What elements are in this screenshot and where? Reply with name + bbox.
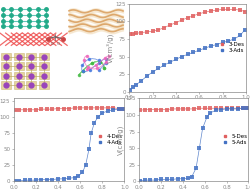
Bar — [14, 62, 24, 70]
Bar — [1, 62, 11, 70]
Bar — [1, 53, 11, 60]
Bar — [26, 81, 36, 89]
Bar — [39, 72, 49, 79]
Y-axis label: V(cm³/g): V(cm³/g) — [106, 33, 114, 63]
Bar — [39, 81, 49, 89]
Bar — [39, 53, 49, 60]
Bar — [39, 62, 49, 70]
Bar — [14, 81, 24, 89]
Bar — [26, 53, 36, 60]
Bar — [14, 53, 24, 60]
Bar — [26, 72, 36, 79]
Legend: 5-Des, 5-Ads: 5-Des, 5-Ads — [218, 134, 246, 145]
X-axis label: P/P₀: P/P₀ — [180, 101, 194, 108]
Y-axis label: V(cm³/g): V(cm³/g) — [116, 125, 124, 155]
Bar — [1, 72, 11, 79]
Legend: 3-Des, 3-Ads: 3-Des, 3-Ads — [216, 42, 244, 53]
Bar — [26, 62, 36, 70]
Bar — [14, 72, 24, 79]
Bar — [1, 81, 11, 89]
Legend: 4-Des, 4-Ads: 4-Des, 4-Ads — [94, 134, 123, 145]
Text: O   O: O O — [50, 42, 59, 46]
